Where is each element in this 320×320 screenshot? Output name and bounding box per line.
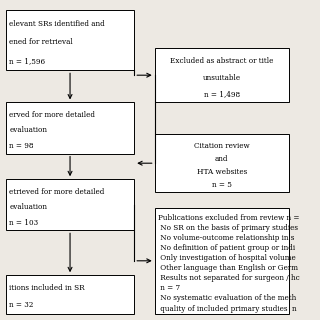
Text: Publications excluded from review n =: Publications excluded from review n = xyxy=(158,214,300,222)
Text: n = 32: n = 32 xyxy=(9,301,34,309)
Bar xyxy=(6,10,134,70)
Bar xyxy=(6,275,134,314)
Text: quality of included primary studies  n: quality of included primary studies n xyxy=(158,305,297,313)
Text: n = 1,596: n = 1,596 xyxy=(9,57,45,65)
Bar xyxy=(6,179,134,230)
Text: Only investigation of hospital volume: Only investigation of hospital volume xyxy=(158,254,296,262)
Text: No systematic evaluation of the meth: No systematic evaluation of the meth xyxy=(158,294,296,302)
Text: No definition of patient group or indi: No definition of patient group or indi xyxy=(158,244,295,252)
Bar xyxy=(155,48,289,102)
Text: n = 103: n = 103 xyxy=(9,219,38,227)
Text: n = 1,498: n = 1,498 xyxy=(204,90,240,98)
Text: etrieved for more detailed: etrieved for more detailed xyxy=(9,188,105,196)
Text: ened for retrieval: ened for retrieval xyxy=(9,38,73,46)
Text: evaluation: evaluation xyxy=(9,203,47,211)
Text: Citation review: Citation review xyxy=(194,142,250,150)
Bar xyxy=(6,102,134,154)
Text: n = 98: n = 98 xyxy=(9,142,34,150)
Text: HTA websites: HTA websites xyxy=(197,168,247,176)
Text: Excluded as abstract or title: Excluded as abstract or title xyxy=(170,57,274,65)
Text: elevant SRs identified and: elevant SRs identified and xyxy=(9,20,105,28)
Bar xyxy=(155,208,289,314)
Text: No volume-outcome relationship in s: No volume-outcome relationship in s xyxy=(158,234,294,242)
Text: unsuitable: unsuitable xyxy=(203,74,241,82)
Bar xyxy=(155,134,289,192)
Text: evaluation: evaluation xyxy=(9,126,47,134)
Text: Results not separated for surgeon / hc: Results not separated for surgeon / hc xyxy=(158,274,300,282)
Text: itions included in SR: itions included in SR xyxy=(9,284,85,292)
Text: Other language than English or Germ: Other language than English or Germ xyxy=(158,264,298,272)
Text: No SR on the basis of primary studies: No SR on the basis of primary studies xyxy=(158,224,298,232)
Text: and: and xyxy=(215,155,228,163)
Text: n = 5: n = 5 xyxy=(212,181,232,189)
Text: erved for more detailed: erved for more detailed xyxy=(9,111,95,119)
Text: n = 7: n = 7 xyxy=(158,284,180,292)
